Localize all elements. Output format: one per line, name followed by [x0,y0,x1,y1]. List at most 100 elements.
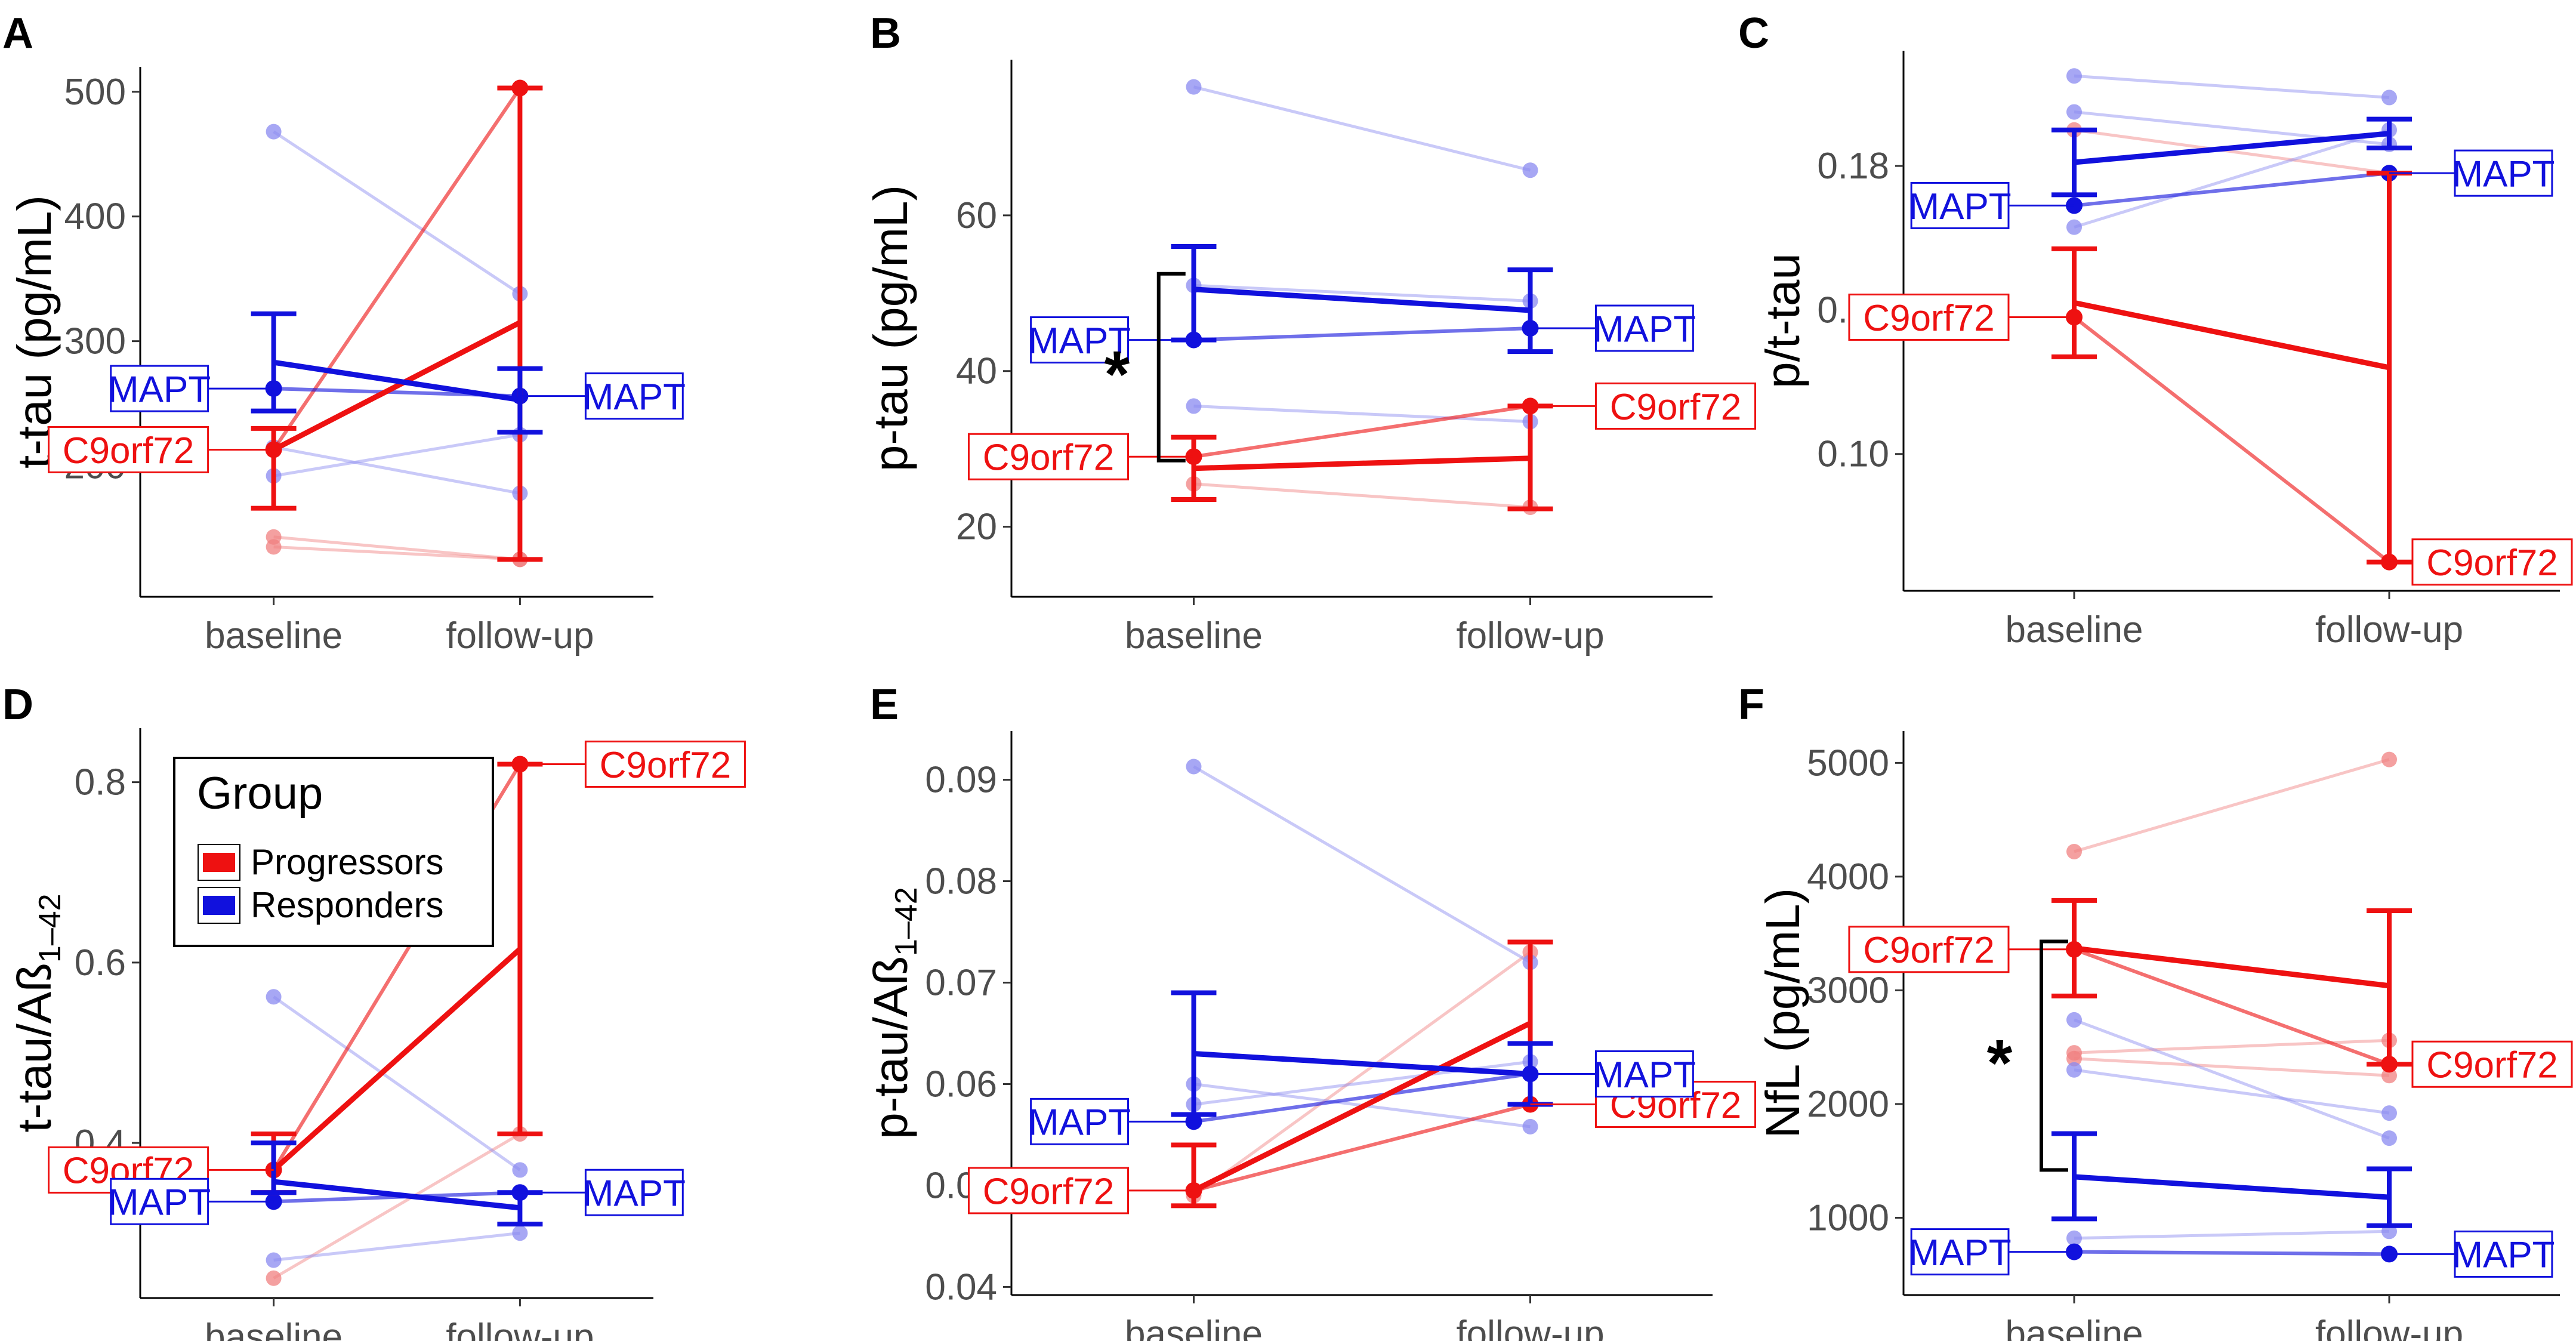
x-tick-label: follow-up [2315,1314,2463,1341]
panel-f: F 1000 2000 3000 4000 5000 baseline follow-up Nf… [1738,681,2573,1341]
x-tick-label: baseline [205,615,343,656]
data-point [266,989,282,1005]
y-tick-label: 0.04 [925,1266,997,1308]
label-box [2411,538,2573,586]
label-box [967,433,1129,480]
individual-line [2074,1057,2390,1077]
x-tick-label: follow-up [1456,1314,1604,1341]
group-label: MAPT [1028,1102,1131,1143]
legend-swatch [203,896,235,915]
individual-line [2074,1018,2390,1140]
panel-c: C0.100.140.18baselinefollow-upp/t-tauC9o… [1738,10,2573,651]
data-point [266,1252,282,1268]
y-axis-title: NfL (pg/mL) [1756,888,1809,1138]
significance-bracket [2040,939,2068,1172]
group-label: C9orf72 [63,430,195,471]
individual-line [1193,765,1531,964]
legend-swatch [203,853,235,872]
individual-line [273,995,521,1172]
mean-line [273,1179,520,1211]
individual-line [2074,128,2390,175]
x-tick-label: baseline [1125,1314,1263,1341]
group-label: C9orf72 [1863,298,1995,339]
mean-line [272,320,522,452]
data-point [2066,1230,2082,1246]
label-box [2454,149,2553,197]
data-point [2381,1130,2397,1146]
legend-label: Progressors [251,842,443,882]
individual-line [273,445,520,495]
label-box [1595,304,1694,352]
individual-line [2074,1229,2390,1240]
data-point [266,1270,282,1286]
label-box [110,1177,209,1225]
individual-line [273,433,520,477]
data-point [1186,759,1202,775]
y-tick-label: 2000 [1807,1084,1889,1125]
mean-line [2074,300,2390,371]
individual-line [273,545,520,561]
label-box [584,1169,684,1216]
group-label: MAPT [1028,320,1131,362]
x-tick-label: follow-up [2315,609,2463,651]
legend-title: Group [197,768,323,819]
label-box [2411,1040,2573,1088]
y-axis-title-subscript: 1–42 [889,887,924,956]
data-point [2066,843,2082,859]
y-axis-title-main: t-tau/Aß [8,963,61,1133]
data-point [2381,1068,2397,1084]
y-tick-label: 3000 [1807,970,1889,1011]
data-point [1186,398,1202,414]
data-point [266,529,282,545]
subject-line [2074,171,2390,208]
individual-line [1193,951,1531,1197]
mean-line [2074,945,2390,989]
individual-line [273,130,521,295]
y-tick-label: 0.06 [925,1063,997,1105]
subject-line [1193,404,1531,459]
mean-line [2074,131,2390,165]
group-label: MAPT [1593,1055,1696,1096]
group-label: C9orf72 [2426,1045,2558,1086]
group-label: C9orf72 [983,437,1115,479]
data-point [1522,162,1538,178]
mean-line [1192,1021,1532,1193]
group-label: C9orf72 [600,745,732,786]
panel-letter: B [870,10,901,57]
legend-label: Responders [251,885,444,925]
individual-line [1193,404,1531,424]
individual-line [2074,74,2390,99]
panel-letter: A [2,10,33,57]
data-point [2381,1105,2397,1121]
mean-line [272,947,522,1172]
y-tick-label: 0.07 [925,963,997,1004]
data-point [2066,1012,2082,1028]
panel-letter: C [1738,10,1769,57]
label-box [1030,1098,1129,1145]
x-tick-label: follow-up [1456,615,1604,656]
y-tick-label: 0.10 [1817,434,1889,475]
mean-line [2074,1174,2390,1200]
panel-letter: E [870,681,899,729]
y-axis-title-main: p/t-tau [1756,253,1809,389]
subject-line [1193,326,1531,342]
data-point [512,1162,528,1178]
data-point [1522,1118,1538,1135]
mean-line [1193,286,1531,313]
y-tick-label: 0.18 [1817,146,1889,187]
panel-letter: F [1738,681,1764,729]
individual-line [2074,128,2390,229]
x-tick-label: baseline [1125,615,1263,656]
data-point [2066,1050,2082,1066]
y-tick-label: 0.09 [925,760,997,801]
subject-line [1193,1102,1531,1192]
y-axis-title-main: t-tau (pg/mL) [8,195,61,468]
x-tick-label: baseline [205,1317,343,1341]
label-box [1595,382,1757,430]
individual-line [273,1132,521,1280]
group-label: MAPT [583,377,686,418]
y-axis-title: t-tau/Aß1–42 [8,893,67,1132]
y-axis-title: p-tau (pg/mL) [864,185,917,471]
